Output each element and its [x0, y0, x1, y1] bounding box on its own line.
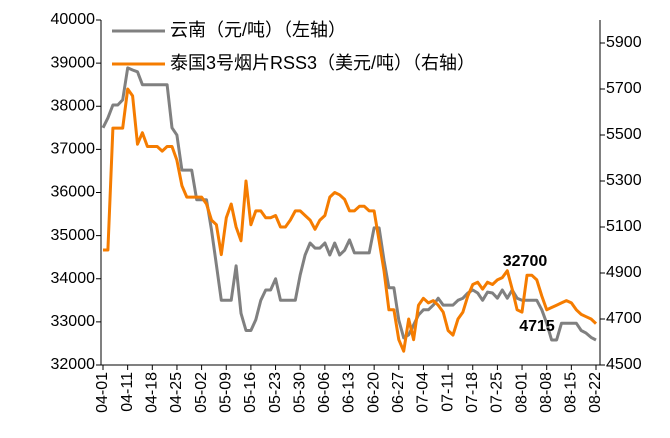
x-tick-label: 08-22	[587, 372, 604, 413]
y-tick-label: 33000	[51, 313, 96, 330]
legend-label: 泰国3号烟片RSS3（美元/吨）（右轴）	[170, 53, 475, 73]
x-tick-label: 05-30	[291, 372, 308, 413]
x-tick-label: 04-25	[168, 372, 185, 413]
x-tick-label: 06-13	[341, 372, 358, 413]
x-tick-label: 07-18	[464, 372, 481, 413]
y2-tick-label: 5700	[606, 80, 642, 97]
y-tick-label: 35000	[51, 227, 96, 244]
y-tick-label: 34000	[51, 270, 96, 287]
x-tick-label: 06-06	[316, 372, 333, 413]
y2-tick-label: 4900	[606, 264, 642, 281]
y2-tick-label: 4700	[606, 310, 642, 327]
y2-tick-label: 5300	[606, 172, 642, 189]
y2-tick-label: 5900	[606, 34, 642, 51]
x-tick-label: 07-04	[415, 372, 432, 413]
x-tick-label: 04-11	[119, 372, 136, 412]
y-tick-label: 36000	[51, 184, 96, 201]
x-tick-label: 06-27	[390, 372, 407, 413]
legend-label: 云南（元/吨）（左轴）	[170, 20, 346, 40]
x-tick-label: 04-01	[94, 372, 111, 413]
y2-tick-label: 4500	[606, 356, 642, 373]
y-tick-label: 40000	[51, 11, 96, 28]
x-tick-label: 07-25	[489, 372, 506, 413]
annotation: 32700	[503, 253, 548, 270]
x-tick-label: 08-08	[538, 372, 555, 413]
annotation: 4715	[519, 318, 555, 335]
y-tick-label: 39000	[51, 54, 96, 71]
x-tick-label: 04-18	[144, 372, 161, 413]
y-tick-label: 37000	[51, 141, 96, 158]
series-line	[103, 87, 598, 353]
y-tick-label: 32000	[51, 356, 96, 373]
x-tick-label: 05-02	[193, 372, 210, 413]
x-tick-label: 06-20	[365, 372, 382, 413]
x-tick-label: 05-16	[242, 372, 259, 413]
x-tick-label: 08-01	[513, 372, 530, 413]
y-tick-label: 38000	[51, 97, 96, 114]
x-tick-label: 07-11	[439, 372, 456, 412]
y2-tick-label: 5500	[606, 126, 642, 143]
y2-tick-label: 5100	[606, 218, 642, 235]
x-tick-label: 05-09	[217, 372, 234, 413]
series-line	[101, 66, 597, 342]
x-tick-label: 08-15	[563, 372, 580, 413]
x-tick-label: 05-23	[267, 372, 284, 413]
